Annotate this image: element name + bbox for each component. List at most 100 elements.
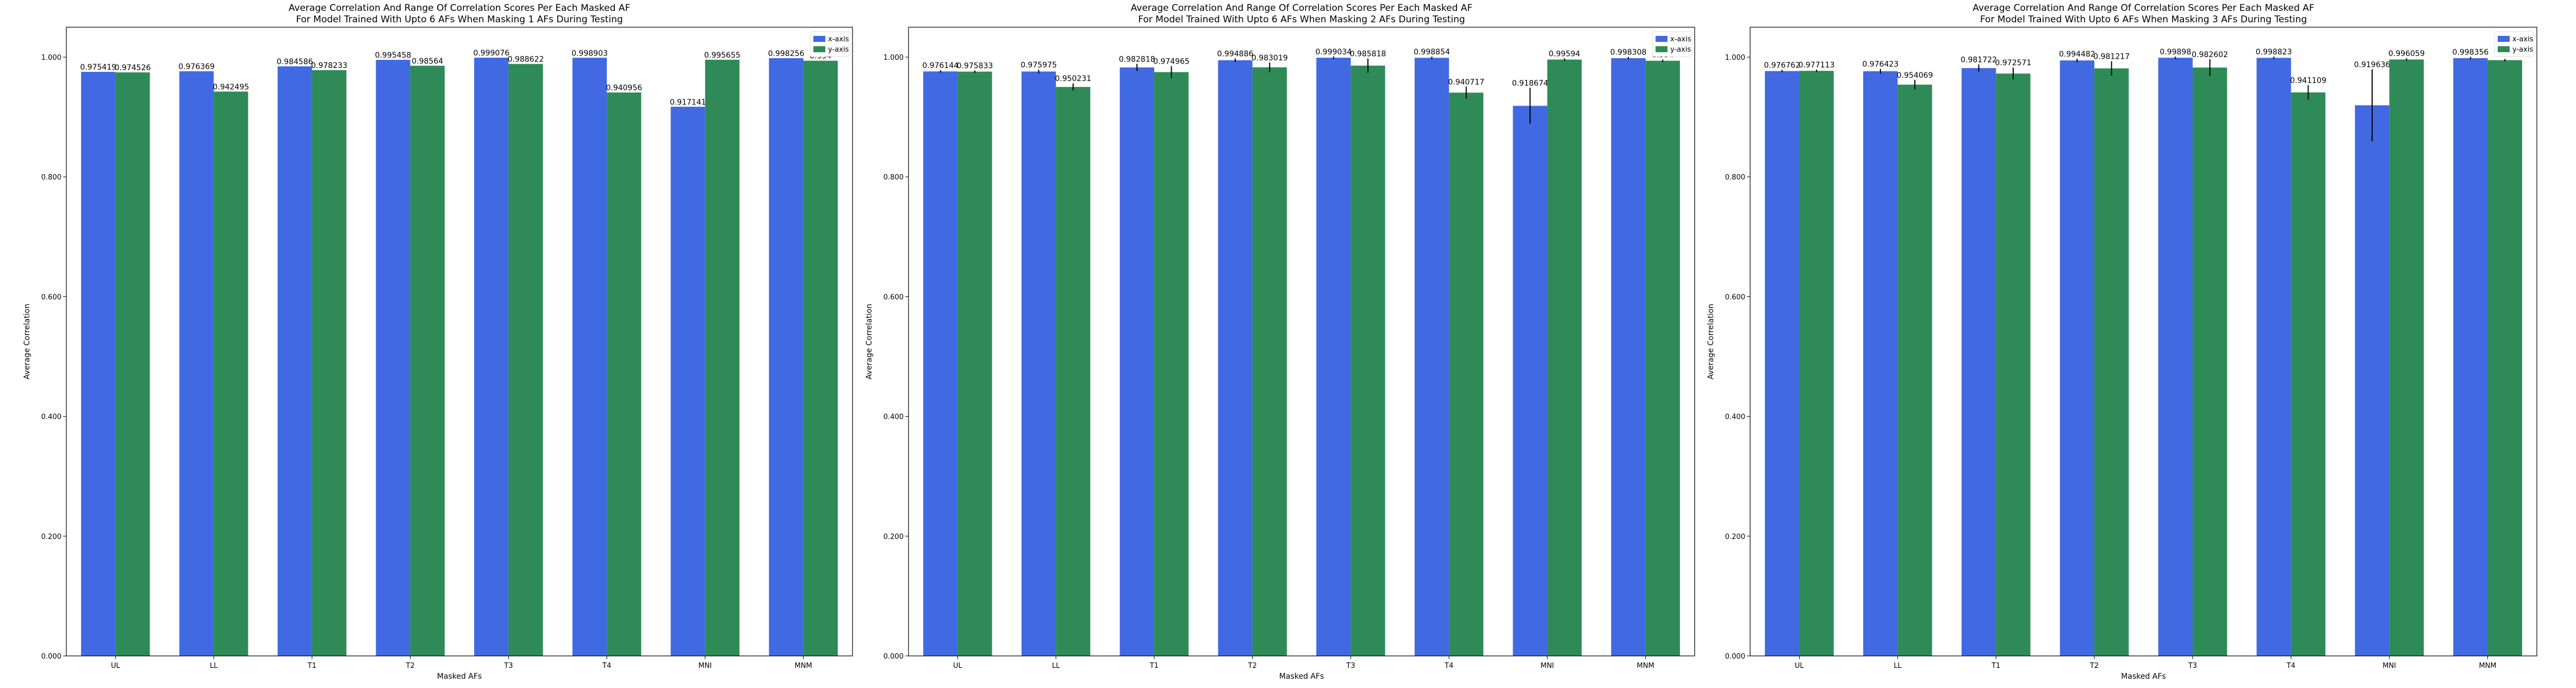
y-tick-label: 0.400 (1725, 413, 1745, 422)
bar-x-axis-MNI (2355, 105, 2390, 656)
x-tick-label: T2 (1248, 662, 1257, 670)
data-label: 0.940956 (606, 84, 642, 92)
x-tick-label: LL (1052, 662, 1060, 670)
bar-x-axis-MNM (769, 58, 804, 656)
x-tick-label: T2 (406, 662, 415, 670)
data-label: 0.994482 (2059, 50, 2095, 59)
x-tick-label: MNI (2382, 662, 2396, 670)
bar-y-axis-T2 (1252, 67, 1287, 656)
bar-y-axis-UL (1799, 71, 1834, 656)
bar-x-axis-T2 (376, 60, 410, 656)
chart-subtitle: For Model Trained With Upto 6 AFs When M… (296, 14, 623, 25)
bar-x-axis-LL (1021, 71, 1056, 656)
x-tick-label: T1 (1149, 662, 1159, 670)
bar-x-axis-MNI (1513, 106, 1547, 656)
data-label: 0.99898 (2160, 48, 2191, 57)
y-tick-label: 1.000 (1725, 54, 1745, 62)
bar-y-axis-MNI (705, 59, 740, 656)
bar-y-axis-T2 (2094, 68, 2129, 656)
y-tick-label: 0.400 (41, 413, 61, 422)
bar-x-axis-MNM (2453, 58, 2488, 656)
legend-label-x-axis: x-axis (1670, 35, 1691, 44)
axes-frame (66, 27, 853, 656)
bar-y-axis-LL (1056, 86, 1091, 656)
bar-x-axis-T4 (1414, 58, 1449, 656)
bar-y-axis-T3 (1351, 65, 1385, 656)
x-tick-label: MNI (1540, 662, 1554, 670)
y-tick-label: 0.800 (883, 173, 904, 182)
x-tick-label: T1 (307, 662, 316, 670)
data-label: 0.917141 (670, 98, 706, 107)
bar-y-axis-MNM (2487, 60, 2522, 656)
legend-swatch-y-axis (813, 46, 825, 52)
data-label: 0.919636 (2354, 60, 2391, 69)
bar-x-axis-T1 (277, 66, 312, 656)
bar-x-axis-T3 (1316, 58, 1351, 656)
x-axis-label: Masked AFs (1279, 672, 1324, 681)
data-label: 0.978233 (311, 61, 347, 70)
legend-swatch-y-axis (1656, 46, 1667, 52)
y-tick-label: 0.200 (41, 533, 61, 541)
legend-swatch-x-axis (2498, 36, 2510, 42)
data-label: 0.950231 (1055, 75, 1091, 83)
data-label: 0.995458 (375, 51, 412, 60)
bar-y-axis-MNI (2389, 59, 2424, 656)
legend-swatch-x-axis (813, 36, 825, 42)
data-label: 0.942495 (213, 83, 249, 91)
bar-y-axis-UL (115, 72, 150, 656)
x-tick-label: MNM (1637, 662, 1654, 670)
x-tick-label: T4 (602, 662, 611, 670)
data-label: 0.998823 (2256, 48, 2292, 57)
legend-swatch-x-axis (1656, 36, 1667, 42)
data-label: 0.988622 (508, 55, 544, 64)
data-label: 0.918674 (1512, 79, 1548, 88)
x-tick-label: T3 (1346, 662, 1355, 670)
x-tick-label: LL (210, 662, 218, 670)
bar-y-axis-T4 (1449, 92, 1484, 656)
bar-x-axis-T2 (1218, 60, 1253, 656)
x-tick-label: UL (111, 662, 121, 670)
y-tick-label: 1.000 (883, 54, 904, 62)
legend-label-y-axis: y-axis (2512, 46, 2533, 54)
chart-panel-2: Average Correlation And Range Of Correla… (865, 3, 1695, 681)
axes-frame (1750, 27, 2537, 656)
data-label: 0.998356 (2453, 48, 2489, 57)
data-label: 0.998256 (768, 49, 805, 58)
data-label: 0.940717 (1448, 78, 1484, 86)
legend-label-x-axis: x-axis (2512, 35, 2534, 44)
data-label: 0.975833 (957, 61, 993, 70)
data-label: 0.998903 (571, 49, 608, 58)
bar-x-axis-T4 (2256, 58, 2291, 656)
data-label: 0.976762 (1764, 61, 1800, 70)
chart-subtitle: For Model Trained With Upto 6 AFs When M… (1980, 14, 2307, 25)
bar-x-axis-T2 (2059, 60, 2095, 656)
chart-title: Average Correlation And Range Of Correla… (1131, 3, 1472, 14)
x-tick-label: T4 (1444, 662, 1453, 670)
data-label: 0.984586 (277, 58, 313, 66)
x-tick-label: T3 (503, 662, 513, 670)
y-tick-label: 0.600 (41, 293, 61, 301)
bar-y-axis-T4 (2291, 92, 2326, 656)
y-tick-label: 0.000 (41, 653, 61, 661)
data-label: 0.99594 (1549, 49, 1581, 58)
y-tick-label: 0.800 (41, 173, 61, 182)
x-tick-label: LL (1894, 662, 1902, 670)
y-tick-label: 0.000 (883, 653, 904, 661)
bar-x-axis-UL (923, 71, 958, 656)
bar-y-axis-MNM (803, 60, 838, 656)
y-axis-label: Average Correlation (865, 303, 874, 379)
x-tick-label: T2 (2089, 662, 2099, 670)
data-label: 0.982602 (2192, 51, 2228, 59)
y-tick-label: 0.000 (1725, 653, 1745, 661)
chart-title: Average Correlation And Range Of Correla… (1973, 3, 2314, 14)
bar-x-axis-LL (179, 71, 214, 656)
data-label: 0.983019 (1252, 54, 1288, 63)
data-label: 0.954069 (1897, 71, 1933, 80)
y-tick-label: 0.200 (883, 533, 904, 541)
data-label: 0.98564 (412, 57, 443, 66)
chart-title: Average Correlation And Range Of Correla… (289, 3, 630, 14)
bar-y-axis-T4 (607, 92, 642, 656)
bar-x-axis-T3 (2158, 58, 2193, 656)
